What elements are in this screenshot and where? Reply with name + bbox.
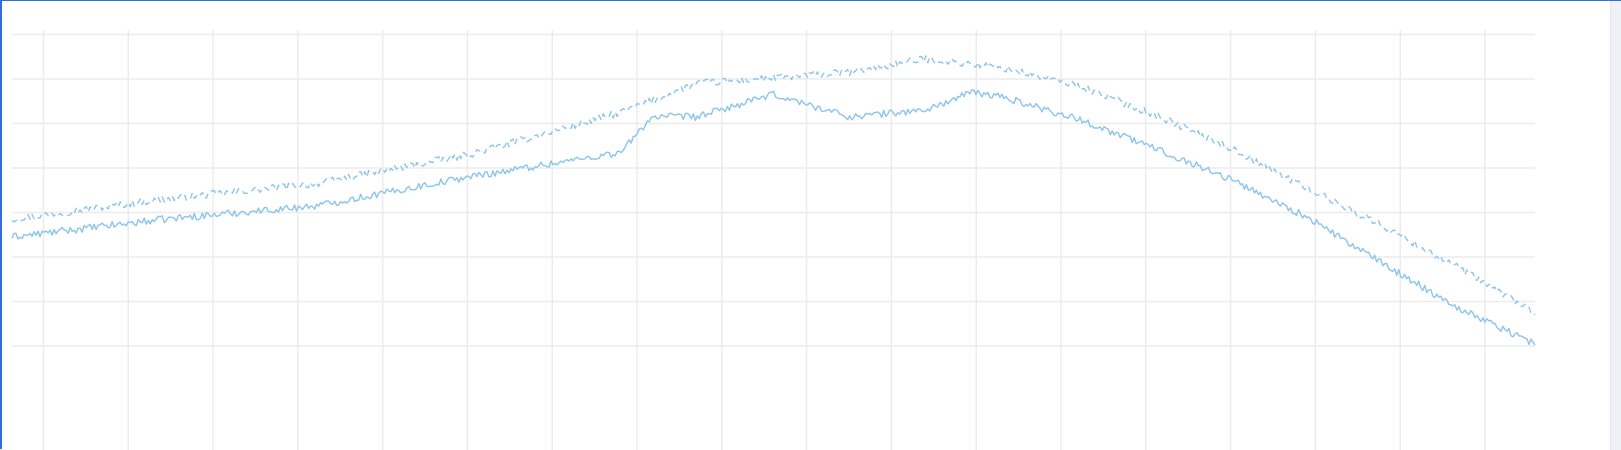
- chart-grid: [12, 30, 1535, 450]
- series-line-1-dashed: [11, 55, 1536, 316]
- chart-series-layer: [11, 55, 1536, 346]
- series-line-2-solid: [11, 89, 1536, 346]
- vertical-scrollbar[interactable]: [1610, 1, 1621, 450]
